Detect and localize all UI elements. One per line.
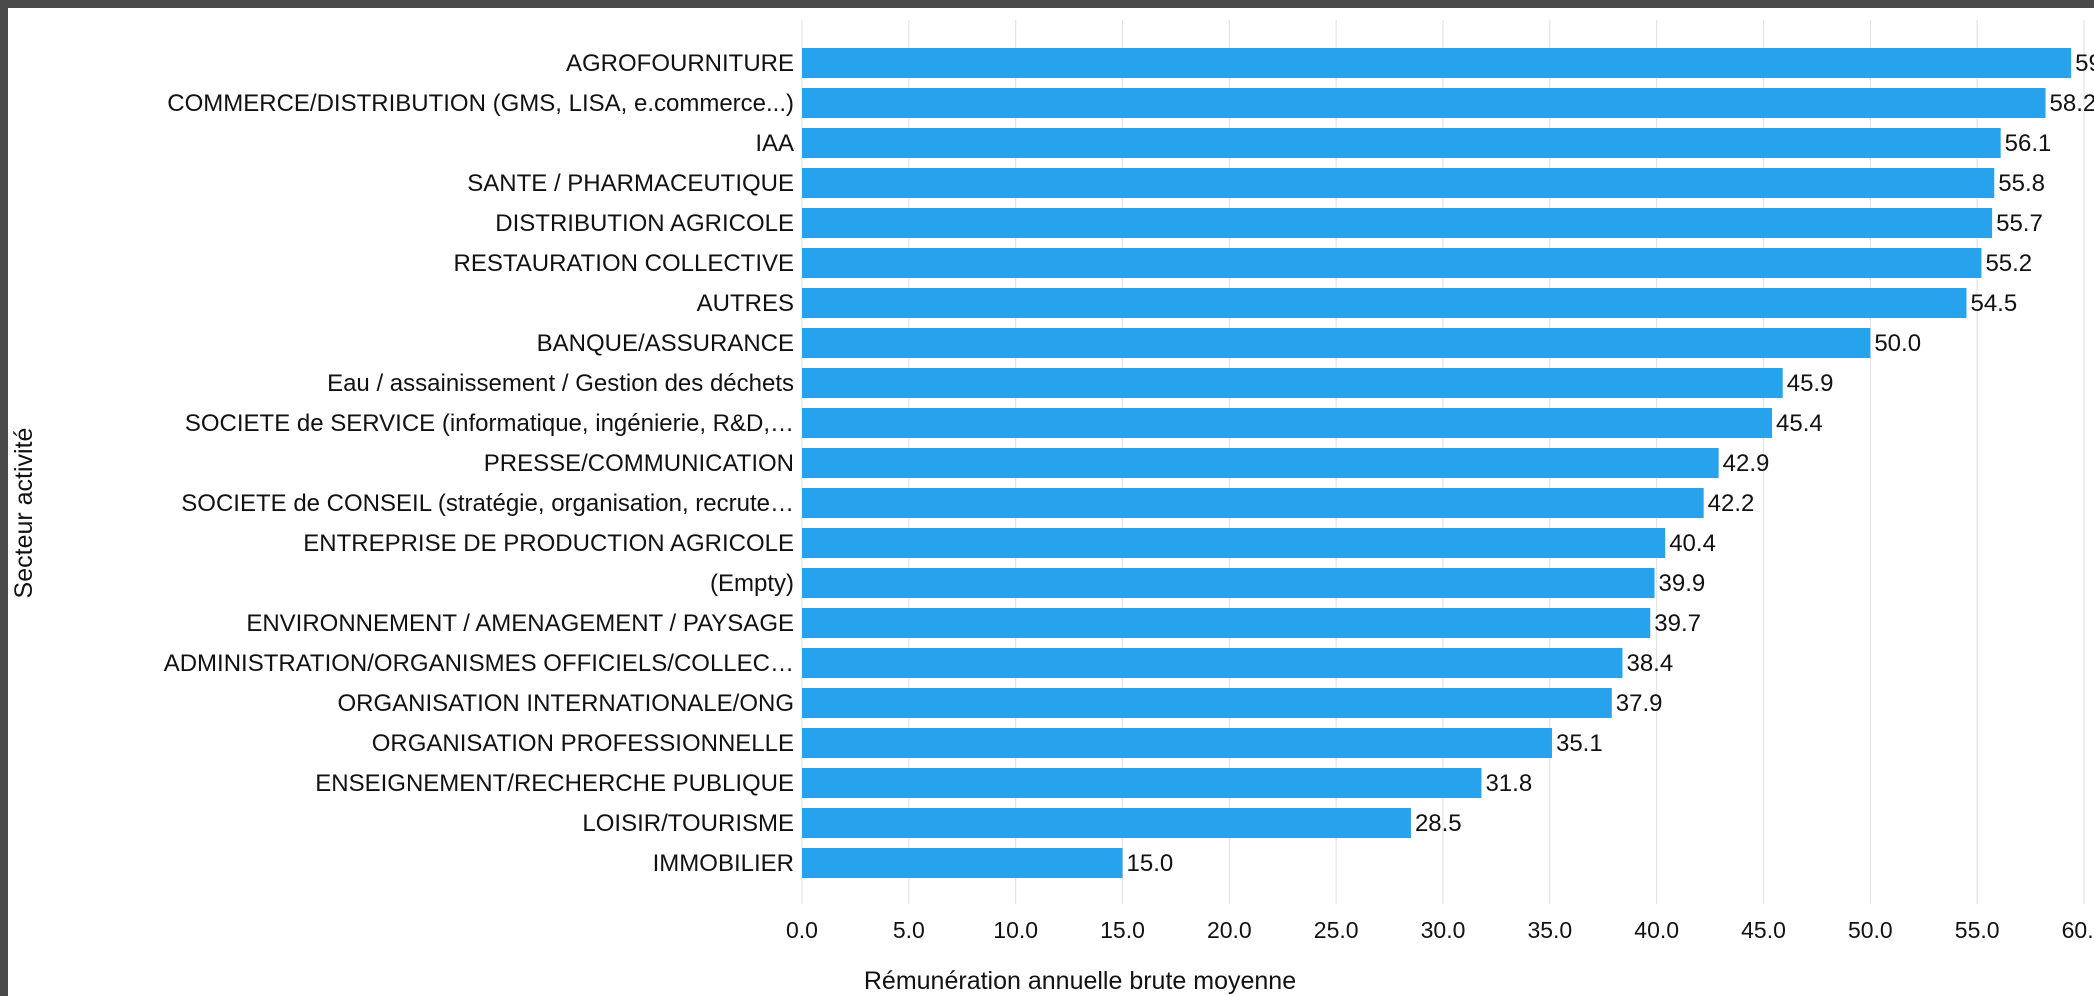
bar-value-label: 40.4 [1669,530,1716,557]
bar[interactable] [802,208,1993,238]
bar[interactable] [802,328,1871,358]
x-tick-label: 30.0 [1421,917,1466,943]
category-label: ENVIRONNEMENT / AMENAGEMENT / PAYSAGE [246,610,794,637]
category-label: RESTAURATION COLLECTIVE [454,250,795,277]
x-tick-label: 0.0 [786,917,818,943]
category-label: AUTRES [697,290,794,317]
bar[interactable] [802,648,1623,678]
bar[interactable] [802,528,1666,558]
category-label: ENSEIGNEMENT/RECHERCHE PUBLIQUE [315,770,794,797]
bar-value-label: 39.7 [1654,610,1701,637]
category-label: SOCIETE de CONSEIL (stratégie, organisat… [181,490,794,517]
bar[interactable] [802,728,1552,758]
category-label: IAA [755,130,794,157]
bar[interactable] [802,408,1773,438]
bar[interactable] [802,488,1704,518]
bar-value-label: 55.2 [1985,250,2032,277]
bar[interactable] [802,48,2072,78]
bar[interactable] [802,368,1783,398]
category-label: ENTREPRISE DE PRODUCTION AGRICOLE [303,530,794,557]
category-label: IMMOBILIER [653,850,794,877]
category-label: SANTE / PHARMACEUTIQUE [467,170,794,197]
bar-value-label: 37.9 [1616,690,1663,717]
bar[interactable] [802,448,1719,478]
bar-value-label: 42.9 [1723,450,1770,477]
bar-chart: 59.4 58.2 56.1 55.8 55.7 55.2 54.5 50.0 45.9 45.4… [10,20,2094,995]
bars: 59.4 58.2 56.1 55.8 55.7 55.2 54.5 50.0 45.9 45.4… [802,48,2094,878]
bar-value-label: 54.5 [1970,290,2017,317]
bar[interactable] [802,688,1612,718]
x-tick-label: 60.0 [2062,917,2094,943]
bar[interactable] [802,128,2001,158]
bar-value-label: 45.4 [1776,410,1823,437]
bar-value-label: 39.9 [1659,570,1706,597]
x-tick-label: 55.0 [1955,917,2000,943]
bar[interactable] [802,88,2046,118]
bar-value-label: 55.8 [1998,170,2045,197]
bar-value-label: 50.0 [1874,330,1921,357]
category-label: LOISIR/TOURISME [582,810,794,837]
bar-value-label: 31.8 [1485,770,1532,797]
chart-frame: 59.4 58.2 56.1 55.8 55.7 55.2 54.5 50.0 45.9 45.4… [8,8,2094,996]
category-label: BANQUE/ASSURANCE [537,330,794,357]
x-tick-label: 50.0 [1848,917,1893,943]
category-label: (Empty) [710,570,794,597]
x-tick-label: 5.0 [893,917,925,943]
y-axis-title: Secteur activité [10,428,38,599]
x-axis-ticks: 0.0 5.0 10.0 15.0 20.0 25.0 30.0 35.0 40.0 45.0 50… [786,917,2094,943]
category-label: ORGANISATION PROFESSIONNELLE [372,730,794,757]
bar-value-label: 38.4 [1626,650,1673,677]
bar-value-label: 56.1 [2005,130,2052,157]
bar-value-label: 35.1 [1556,730,1603,757]
bar[interactable] [802,848,1123,878]
x-axis-title: Rémunération annuelle brute moyenne [864,967,1296,995]
x-tick-label: 45.0 [1741,917,1786,943]
bar[interactable] [802,288,1967,318]
bar[interactable] [802,168,1995,198]
x-tick-label: 40.0 [1634,917,1679,943]
category-label: AGROFOURNITURE [566,50,794,77]
bar[interactable] [802,568,1655,598]
bar-value-label: 55.7 [1996,210,2043,237]
bar[interactable] [802,808,1411,838]
bar[interactable] [802,608,1651,638]
bar-value-label: 59.4 [2075,50,2094,77]
x-tick-label: 35.0 [1527,917,1572,943]
category-labels: AGROFOURNITURE COMMERCE/DISTRIBUTION (GMS… [164,50,794,877]
category-label: SOCIETE de SERVICE (informatique, ingéni… [185,410,794,437]
bar-value-label: 28.5 [1415,810,1462,837]
category-label: ADMINISTRATION/ORGANISMES OFFICIELS/COLL… [164,650,794,677]
category-label: ORGANISATION INTERNATIONALE/ONG [338,690,795,717]
x-tick-label: 20.0 [1207,917,1252,943]
category-label: PRESSE/COMMUNICATION [484,450,794,477]
x-tick-label: 25.0 [1314,917,1359,943]
bar-value-label: 15.0 [1127,850,1174,877]
x-tick-label: 15.0 [1100,917,1145,943]
category-label: COMMERCE/DISTRIBUTION (GMS, LISA, e.comm… [167,90,794,117]
category-label: DISTRIBUTION AGRICOLE [495,210,794,237]
bar-value-label: 42.2 [1708,490,1755,517]
category-label: Eau / assainissement / Gestion des déche… [327,370,794,397]
bar-value-label: 45.9 [1787,370,1834,397]
bar[interactable] [802,248,1982,278]
bar[interactable] [802,768,1482,798]
bar-value-label: 58.2 [2050,90,2094,117]
x-tick-label: 10.0 [993,917,1038,943]
